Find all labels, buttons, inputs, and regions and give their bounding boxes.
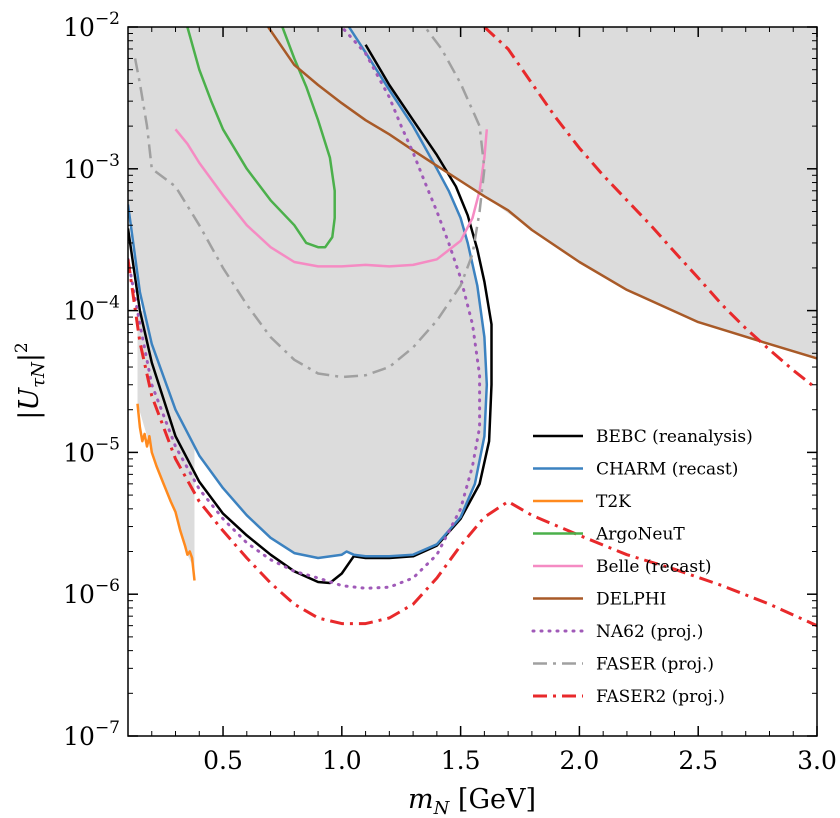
series-line-argoneut (186, 27, 336, 249)
y-tick-label: 10−3 (63, 151, 120, 184)
tick-labels: 0.5 1.0 1.5 2.0 2.5 3.0 10−7 10−6 10−5 10−4 10−3 10… (63, 9, 837, 775)
series-lines (128, 27, 817, 628)
excluded-regions (128, 27, 817, 570)
y-tick-label: 10−4 (63, 293, 120, 326)
series-line-faser2-proj-upper (483, 27, 817, 391)
x-tick-label: 1.0 (322, 746, 362, 775)
legend-label-t2k: T2K (596, 492, 631, 512)
legend: BEBC (reanalysis) CHARM (recast) T2K ArgoNe… (531, 427, 753, 707)
series-line-bebc-reanalysis (128, 44, 493, 585)
series-line-t2k (136, 403, 196, 581)
y-tick-label: 10−7 (63, 718, 120, 751)
series-line-belle-recast (174, 128, 489, 268)
legend-label-na62-proj: NA62 (proj.) (596, 622, 703, 642)
excluded-region-3 (137, 310, 195, 570)
x-tick-label: 2.5 (678, 746, 718, 775)
series-line-faser-proj (133, 27, 486, 379)
y-axis-label: |UτN|2 (12, 342, 49, 420)
excluded-region-1 (128, 27, 817, 359)
x-tick-label: 1.5 (441, 746, 481, 775)
x-tick-label: 2.0 (560, 746, 600, 775)
legend-label-bebc-reanalysis: BEBC (reanalysis) (596, 427, 753, 447)
plot-frame (127, 26, 818, 737)
legend-label-belle-recast: Belle (recast) (596, 557, 712, 577)
y-tick-label: 10−2 (63, 9, 120, 42)
legend-label-faser-proj: FASER (proj.) (596, 655, 714, 675)
legend-label-delphi: DELPHI (596, 590, 666, 610)
legend-label-argoneut: ArgoNeuT (595, 525, 685, 545)
excluded-region-2 (128, 27, 487, 558)
series-line-faser2-proj (128, 259, 817, 628)
axis-ticks (128, 26, 818, 737)
x-tick-label: 0.5 (203, 746, 243, 775)
x-tick-label: 3.0 (797, 746, 837, 775)
legend-label-faser2-proj: FASER2 (proj.) (596, 687, 725, 707)
series-line-charm-recast (128, 27, 489, 560)
series-line-delphi (267, 27, 817, 360)
y-tick-label: 10−5 (63, 434, 120, 467)
x-axis-label: mN [GeV] (408, 784, 536, 818)
y-tick-label: 10−6 (63, 576, 120, 609)
legend-label-charm-recast: CHARM (recast) (596, 460, 738, 480)
